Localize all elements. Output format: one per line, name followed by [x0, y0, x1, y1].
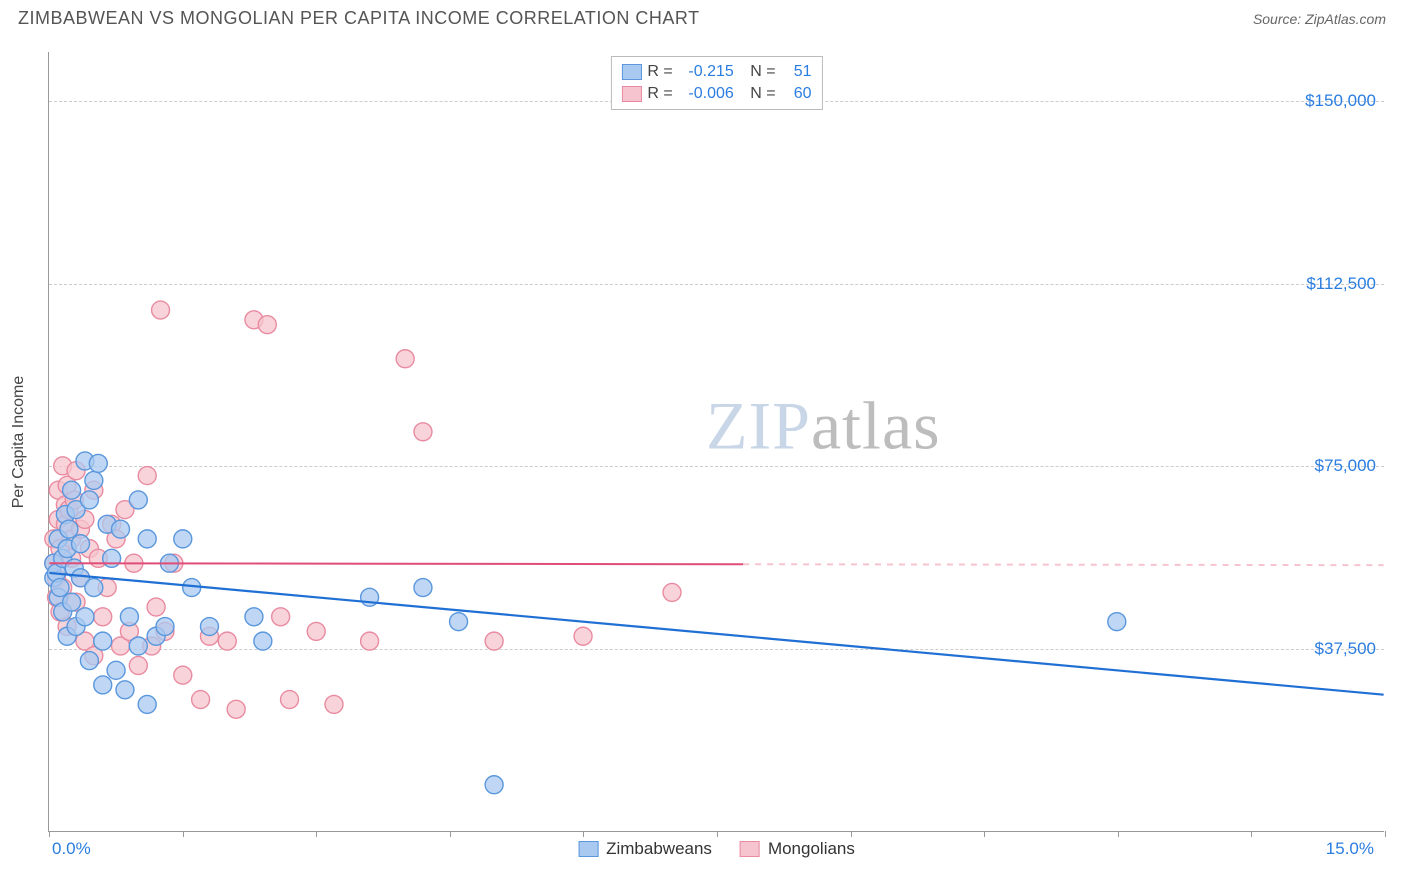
x-tick — [1251, 831, 1252, 837]
data-point — [51, 579, 69, 597]
legend-item-zimbabwean: Zimbabweans — [578, 839, 712, 859]
x-tick — [1118, 831, 1119, 837]
data-point — [85, 471, 103, 489]
data-point — [85, 579, 103, 597]
data-point — [218, 632, 236, 650]
x-tick — [316, 831, 317, 837]
data-point — [129, 491, 147, 509]
data-point — [129, 656, 147, 674]
chart-plot-area: Per Capita Income $37,500$75,000$112,500… — [48, 52, 1384, 832]
data-point — [174, 666, 192, 684]
x-tick — [450, 831, 451, 837]
data-point — [174, 530, 192, 548]
data-point — [281, 691, 299, 709]
data-point — [1108, 613, 1126, 631]
scatter-svg — [49, 52, 1384, 831]
data-point — [129, 637, 147, 655]
data-point — [138, 467, 156, 485]
stats-row-mongolian: R = -0.006 N = 60 — [621, 83, 811, 105]
data-point — [89, 454, 107, 472]
data-point — [147, 598, 165, 616]
legend-swatch-mongolian — [740, 841, 760, 857]
data-point — [485, 776, 503, 794]
swatch-zimbabwean — [621, 64, 641, 80]
x-axis-min-label: 0.0% — [52, 839, 91, 859]
data-point — [94, 676, 112, 694]
legend-swatch-zimbabwean — [578, 841, 598, 857]
stats-row-zimbabwean: R = -0.215 N = 51 — [621, 61, 811, 83]
x-axis-max-label: 15.0% — [1326, 839, 1374, 859]
data-point — [245, 608, 263, 626]
regression-line — [49, 573, 1383, 695]
data-point — [63, 593, 81, 611]
chart-title: ZIMBABWEAN VS MONGOLIAN PER CAPITA INCOM… — [18, 8, 700, 29]
data-point — [103, 549, 121, 567]
data-point — [116, 681, 134, 699]
data-point — [272, 608, 290, 626]
data-point — [192, 691, 210, 709]
r-value-zimbabwean: -0.215 — [679, 63, 734, 81]
x-tick — [984, 831, 985, 837]
data-point — [414, 423, 432, 441]
x-tick — [851, 831, 852, 837]
chart-source: Source: ZipAtlas.com — [1253, 11, 1386, 27]
r-value-mongolian: -0.006 — [679, 85, 734, 103]
y-axis-title: Per Capita Income — [10, 375, 28, 508]
data-point — [138, 695, 156, 713]
data-point — [254, 632, 272, 650]
regression-line — [49, 563, 743, 564]
data-point — [80, 491, 98, 509]
data-point — [76, 608, 94, 626]
swatch-mongolian — [621, 86, 641, 102]
legend-label-mongolian: Mongolians — [768, 839, 855, 859]
x-tick — [717, 831, 718, 837]
legend-label-zimbabwean: Zimbabweans — [606, 839, 712, 859]
data-point — [112, 520, 130, 538]
regression-line-extrapolated — [743, 564, 1383, 565]
chart-header: ZIMBABWEAN VS MONGOLIAN PER CAPITA INCOM… — [0, 0, 1406, 33]
data-point — [152, 301, 170, 319]
data-point — [307, 622, 325, 640]
data-point — [663, 583, 681, 601]
data-point — [414, 579, 432, 597]
data-point — [574, 627, 592, 645]
data-point — [120, 608, 138, 626]
data-point — [94, 608, 112, 626]
data-point — [325, 695, 343, 713]
data-point — [361, 632, 379, 650]
n-label: N = — [750, 85, 775, 103]
n-value-zimbabwean: 51 — [782, 63, 812, 81]
legend-item-mongolian: Mongolians — [740, 839, 855, 859]
n-label: N = — [750, 63, 775, 81]
x-tick — [49, 831, 50, 837]
r-label: R = — [647, 85, 672, 103]
x-tick — [183, 831, 184, 837]
data-point — [450, 613, 468, 631]
data-point — [72, 535, 90, 553]
n-value-mongolian: 60 — [782, 85, 812, 103]
data-point — [138, 530, 156, 548]
data-point — [63, 481, 81, 499]
data-point — [485, 632, 503, 650]
data-point — [80, 652, 98, 670]
data-point — [258, 316, 276, 334]
data-point — [107, 661, 125, 679]
data-point — [60, 520, 78, 538]
legend: Zimbabweans Mongolians — [578, 839, 855, 859]
r-label: R = — [647, 63, 672, 81]
correlation-stats-box: R = -0.215 N = 51 R = -0.006 N = 60 — [610, 56, 822, 110]
x-tick — [583, 831, 584, 837]
data-point — [200, 618, 218, 636]
x-tick — [1385, 831, 1386, 837]
data-point — [94, 632, 112, 650]
data-point — [396, 350, 414, 368]
data-point — [227, 700, 245, 718]
data-point — [156, 618, 174, 636]
